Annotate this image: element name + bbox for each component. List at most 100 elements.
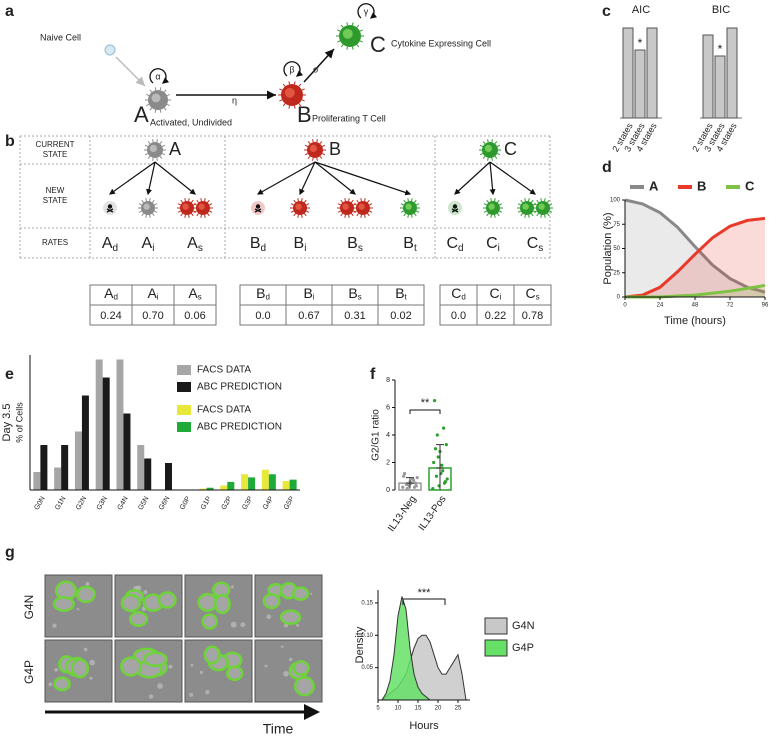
cell-spike	[282, 83, 286, 87]
naive-label: Naive Cell	[40, 32, 81, 42]
speck	[296, 623, 300, 627]
cell-spike	[288, 81, 291, 85]
cell-spike	[206, 199, 210, 203]
arrow	[146, 161, 156, 196]
skull-bone	[254, 208, 262, 213]
speck	[89, 659, 95, 666]
rate-letter: C	[525, 285, 535, 301]
x-tick-label: G0N	[33, 495, 46, 511]
cell-highlight	[342, 203, 349, 210]
cell-spike	[149, 89, 153, 93]
cell-spike	[293, 199, 297, 203]
bar	[74, 431, 82, 490]
rate-value: 0.22	[485, 310, 506, 322]
x-axis-label: Hours	[409, 720, 439, 732]
legend-label: G4P	[512, 642, 534, 654]
x-tick-label: 24	[657, 303, 664, 309]
cell-spike	[491, 157, 493, 161]
x-tick-label: 25	[455, 706, 462, 712]
rate-letter: A	[147, 285, 157, 301]
cell-spike	[517, 203, 521, 206]
loop-rate: β	[289, 64, 294, 74]
cell-spike	[312, 139, 314, 143]
y-tick-label: 0	[386, 487, 390, 494]
series-line	[624, 216, 766, 299]
cell-spike	[348, 198, 350, 202]
rate-subscript: s	[536, 293, 540, 302]
skull-bone	[451, 208, 459, 213]
cell-outline	[213, 593, 231, 615]
cell-spike	[530, 199, 534, 203]
bar	[261, 469, 269, 490]
cell-spike	[306, 210, 310, 213]
cell-spike	[298, 103, 302, 107]
cell-outline	[120, 656, 143, 677]
rate-letter: B	[347, 235, 358, 252]
x-tick-label: IL13-Neg	[386, 494, 419, 534]
cell-spike	[293, 81, 296, 85]
rate-letter: B	[294, 235, 305, 252]
cell-spike	[149, 198, 151, 202]
annotation: ***	[418, 587, 432, 599]
cell-spike	[416, 203, 420, 206]
cell-spike	[524, 198, 526, 202]
bracket	[402, 598, 446, 605]
point	[401, 485, 405, 489]
cell-spike	[200, 214, 202, 218]
cell-spike	[536, 199, 540, 203]
panel-label: a	[5, 3, 14, 20]
cell-spike	[301, 99, 305, 102]
skull-bone	[106, 208, 114, 213]
self-loop	[283, 61, 304, 77]
speck	[143, 590, 148, 595]
rate-label: Cd	[451, 285, 466, 302]
cell-outline	[201, 613, 218, 630]
cell-spike	[290, 203, 294, 206]
x-tick-label: G4N	[117, 495, 130, 511]
cell-spike	[356, 44, 360, 48]
cell-spike	[152, 157, 154, 161]
bar	[144, 458, 152, 490]
cell-spike	[366, 199, 370, 203]
rate-letter: C	[527, 235, 539, 252]
rate-value: 0.78	[522, 310, 543, 322]
legend-swatch	[177, 365, 191, 375]
cell-spike	[206, 213, 210, 217]
cell-image	[121, 657, 141, 676]
cell-image	[72, 659, 88, 678]
y-tick-label: 6	[386, 404, 390, 411]
cell-spike	[282, 103, 286, 107]
x-tick-label: G5P	[283, 495, 296, 511]
cell-spike	[407, 198, 409, 202]
rate-label: Bs	[348, 285, 361, 302]
arrow	[303, 48, 335, 83]
cell-spike	[482, 141, 486, 145]
cell-highlight	[484, 144, 492, 152]
rate-label: Ci	[490, 285, 502, 302]
arrow	[109, 161, 156, 195]
arrow	[489, 161, 536, 195]
y-tick-label: 2	[386, 459, 390, 466]
cell-spike	[351, 46, 354, 50]
point	[432, 460, 436, 465]
cell-spike	[359, 40, 363, 43]
rate-label: Ai	[147, 285, 158, 302]
rate-subscript: t	[405, 293, 408, 302]
cell-spike	[546, 213, 550, 217]
rate-letter: B	[348, 285, 357, 301]
rate-letter: B	[303, 285, 312, 301]
rate-label: Bi	[303, 285, 314, 302]
y-axis-label: G2/G1 ratio	[371, 409, 382, 461]
loop-rate: γ	[364, 6, 369, 16]
cell-image	[56, 581, 76, 600]
cell-spike	[321, 144, 326, 147]
speck	[136, 585, 142, 591]
cell-outline	[53, 676, 71, 692]
cell-spike	[297, 198, 299, 202]
cell-spike	[517, 210, 521, 213]
cell-spike	[411, 198, 413, 202]
speck	[89, 676, 93, 680]
legend-label: FACS DATA	[197, 405, 251, 416]
y-axis-label: Density	[354, 626, 366, 663]
